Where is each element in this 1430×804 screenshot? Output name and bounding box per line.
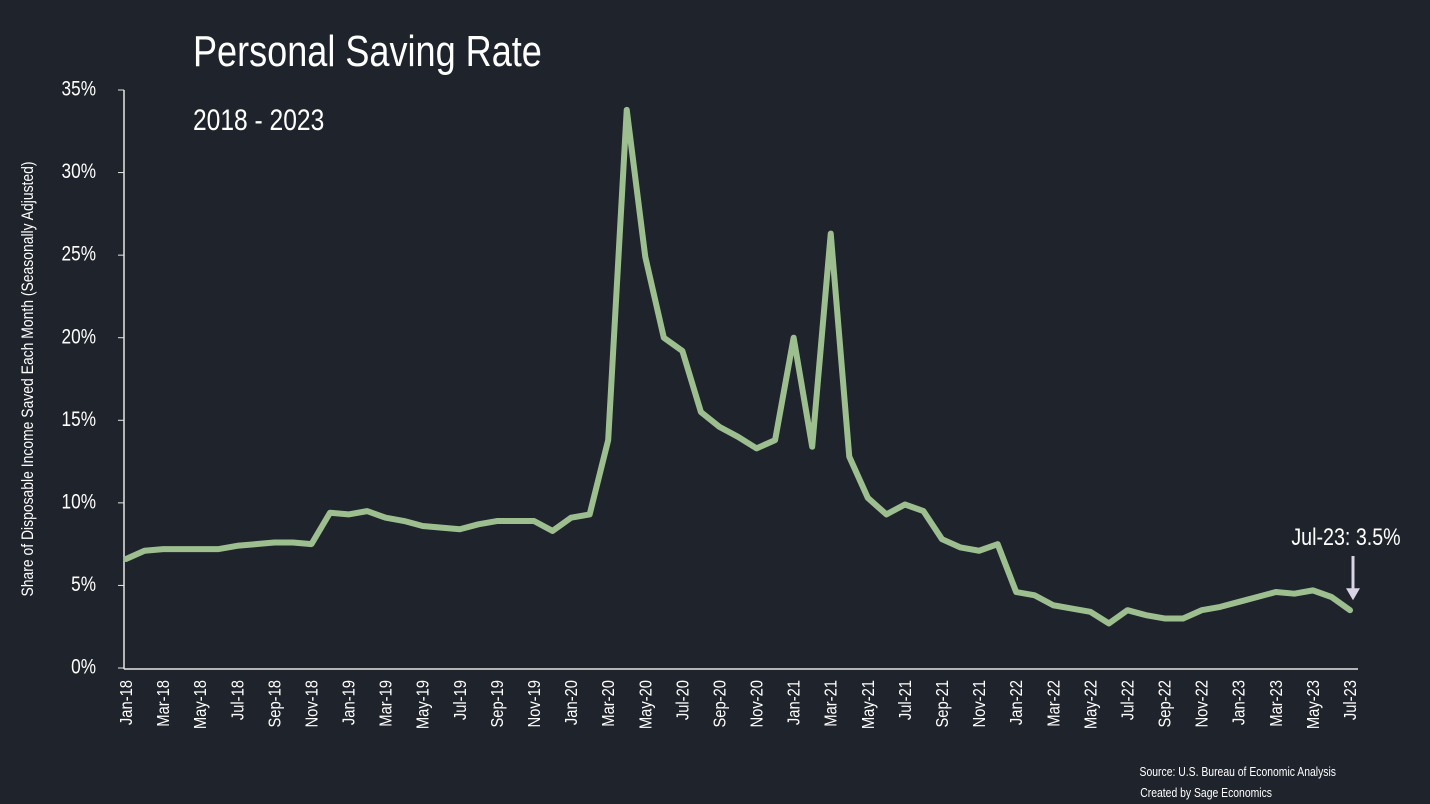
- chart-subtitle: 2018 - 2023: [193, 103, 324, 137]
- x-tick-label: Sep-21: [933, 680, 953, 728]
- x-tick-label: Jan-19: [339, 680, 359, 725]
- x-tick-label: Jul-19: [451, 680, 471, 720]
- annotation: Jul-23: 3.5%: [1291, 523, 1400, 550]
- y-tick-label: 0%: [71, 656, 96, 679]
- x-tick-label: May-21: [859, 680, 879, 729]
- x-tick-label: Jan-22: [1007, 680, 1027, 725]
- x-tick-label: Sep-20: [710, 680, 730, 728]
- y-axis-label: Share of Disposable Income Saved Each Mo…: [19, 161, 38, 596]
- x-tick-label: Jul-22: [1118, 680, 1138, 720]
- x-tick-label: Jan-21: [784, 680, 804, 725]
- x-tick-label: Jul-21: [896, 680, 916, 720]
- y-tick-label: 35%: [62, 78, 96, 101]
- x-tick-label: May-20: [636, 680, 656, 729]
- x-tick-label: Sep-22: [1155, 680, 1175, 728]
- x-tick-label: May-23: [1304, 680, 1324, 729]
- x-tick-label: Jul-23: [1341, 680, 1361, 720]
- x-tick-label: Nov-18: [302, 680, 322, 728]
- x-tick-label: Jan-23: [1229, 680, 1249, 725]
- source: Source: U.S. Bureau of Economic Analysis: [1140, 765, 1337, 779]
- x-tick-label: May-22: [1081, 680, 1101, 729]
- y-tick-label: 10%: [62, 491, 96, 514]
- y-tick-label: 5%: [71, 573, 96, 596]
- y-tick-label: 15%: [62, 408, 96, 431]
- x-tick-label: Jan-20: [562, 680, 582, 725]
- x-tick-label: Mar-23: [1267, 680, 1287, 727]
- y-tick-label: 20%: [62, 326, 96, 349]
- y-tick-label: 30%: [62, 161, 96, 184]
- data-line: [123, 106, 1353, 627]
- x-tick-label: Nov-21: [970, 680, 990, 728]
- x-tick-label: Mar-20: [599, 680, 619, 727]
- x-tick-label: Sep-19: [488, 680, 508, 728]
- x-tick-label: May-18: [191, 680, 211, 729]
- credit: Created by Sage Economics: [1140, 786, 1272, 800]
- x-tick-label: Jul-20: [673, 680, 693, 720]
- x-tick-label: Jul-18: [228, 680, 248, 720]
- x-tick-label: Nov-20: [747, 680, 767, 728]
- x-tick-label: Mar-22: [1044, 680, 1064, 727]
- y-tick-label: 25%: [62, 243, 96, 266]
- annotation-arrowhead: [1346, 588, 1360, 601]
- x-tick-label: May-19: [413, 680, 433, 729]
- x-tick-label: Mar-18: [154, 680, 174, 727]
- x-tick-label: Mar-19: [376, 680, 396, 727]
- x-tick-label: Jan-18: [117, 680, 137, 725]
- chart-title: Personal Saving Rate: [193, 27, 542, 76]
- x-tick-label: Sep-18: [265, 680, 285, 728]
- x-tick-label: Nov-19: [525, 680, 545, 728]
- x-tick-label: Mar-21: [821, 680, 841, 727]
- x-tick-label: Nov-22: [1192, 680, 1212, 728]
